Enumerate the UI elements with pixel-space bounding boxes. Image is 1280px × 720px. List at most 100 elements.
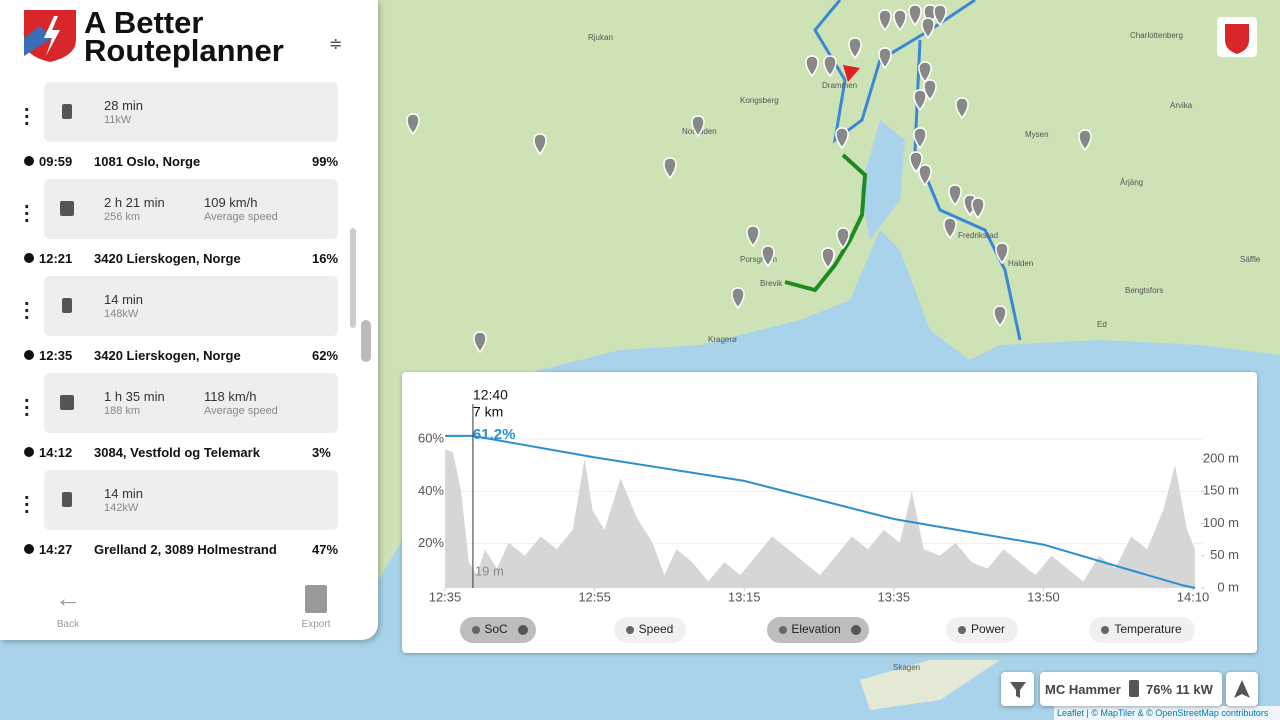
duration: 14 min	[104, 292, 144, 307]
map-car	[843, 65, 860, 82]
charger-pin	[955, 97, 969, 120]
collapse-icon[interactable]: ≑	[329, 36, 343, 53]
charger-pin	[823, 55, 837, 78]
place: Porsgrunn	[740, 255, 777, 264]
legend-bg	[614, 617, 686, 643]
charger-pin	[918, 164, 932, 187]
stop-row: 14:27 Grelland 2, 3089 Holmestrand 47%	[0, 532, 350, 567]
charger-pin	[933, 4, 947, 27]
charger-pin	[691, 115, 705, 138]
charge-card: ... 14 min 148kW	[24, 276, 338, 336]
charger-pin	[1078, 129, 1092, 152]
x-tick-label: 13:50	[1027, 589, 1060, 604]
battery-icon	[1129, 680, 1139, 697]
charger-pin	[993, 305, 1007, 328]
place: Kragerø	[708, 335, 737, 344]
y2-tick-label: 100 m	[1203, 515, 1239, 530]
legend-button[interactable]: Temperature	[1089, 617, 1195, 643]
filter-button[interactable]	[1001, 672, 1034, 706]
legend-button[interactable]: Elevation	[767, 617, 869, 643]
charger-pin	[746, 225, 760, 248]
export-button[interactable]: Export	[288, 585, 344, 630]
distance: 188 km	[104, 405, 141, 417]
charger-pin	[909, 151, 923, 174]
charge-card: ... 28 min 11kW	[24, 82, 338, 142]
logo-icon	[24, 10, 76, 62]
charger-pin	[921, 17, 935, 40]
menu-dots: ...	[24, 191, 30, 227]
legend-button[interactable]: Speed	[614, 617, 686, 643]
clock-icon	[24, 447, 34, 457]
map-land	[860, 660, 1000, 710]
legend-label: Temperature	[1114, 622, 1182, 636]
stop-row: 09:59 1081 Oslo, Norge 99%	[0, 144, 350, 179]
vehicle-box[interactable]: MC Hammer 76% 11 kW	[1040, 672, 1222, 706]
attribution-bg	[1054, 706, 1280, 720]
legend-label: SoC	[484, 622, 508, 636]
legend-icon	[958, 626, 966, 634]
place: Bengtsfors	[1125, 286, 1163, 295]
legend-bg	[460, 617, 536, 643]
place: Charlottenberg	[1130, 31, 1183, 40]
drive-card: ... 2 h 21 min 256 km 109 km/h Average speed	[24, 179, 338, 239]
cursor-distance: 7 km	[473, 404, 503, 420]
legend-icon	[779, 626, 787, 634]
stop-time: 14:12	[39, 445, 73, 460]
chart-panel: 20% 40% 60% 0 m 50 m 100 m 150 m 200 m 12:35 12:5…	[402, 372, 1257, 653]
legend-button[interactable]: Power	[946, 617, 1018, 643]
place: Ed	[1097, 320, 1107, 329]
duration: 1 h 35 min	[104, 389, 165, 404]
stop-row: 14:12 3084, Vestfold og Telemark 3%	[0, 435, 350, 470]
charge-icon	[62, 298, 72, 313]
charger-pin	[995, 242, 1009, 265]
charger-pin	[848, 37, 862, 60]
logo-text: Routeplanner	[84, 33, 284, 68]
back-label: Back	[56, 619, 80, 630]
place: Brevik	[760, 279, 783, 288]
stop-soc: 99%	[312, 154, 339, 169]
menu-dots: ...	[24, 288, 30, 324]
navigate-button[interactable]	[1226, 672, 1258, 706]
export-label: Export	[301, 619, 331, 630]
stop-place: 3420 Lierskogen, Norge	[94, 348, 241, 363]
avg-speed: 109 km/h	[204, 195, 258, 210]
stop-soc: 16%	[312, 251, 339, 266]
chart: 20% 40% 60% 0 m 50 m 100 m 150 m 200 m 12:35 12:5…	[418, 387, 1239, 643]
stop-row: 12:35 3420 Lierskogen, Norge 62%	[0, 338, 350, 373]
route-list: ... 28 min 11kW 09:59 1081 Oslo, Norge 99%...…	[0, 82, 350, 567]
place: Fredrikstad	[958, 231, 998, 240]
scroll-thumb[interactable]	[361, 320, 371, 362]
x-tick-label: 13:35	[878, 589, 911, 604]
attribution: Leaflet | © MapTiler & © OpenStreetMap c…	[1057, 708, 1269, 718]
stop-place: 3420 Lierskogen, Norge	[94, 251, 241, 266]
charger-pin	[533, 133, 547, 156]
stop-place: 1081 Oslo, Norge	[94, 154, 201, 169]
clock-icon	[24, 253, 34, 263]
scrollbar	[350, 228, 356, 328]
clock-icon	[24, 156, 34, 166]
legend-remove	[851, 625, 861, 635]
legend-bg	[767, 617, 869, 643]
legend-button[interactable]: SoC	[460, 617, 536, 643]
charge-card: ... 14 min 142kW	[24, 470, 338, 530]
menu-dots: ...	[24, 94, 30, 130]
stop-soc: 62%	[312, 348, 339, 363]
duration: 28 min	[104, 98, 144, 113]
place: Säffle	[1240, 255, 1261, 264]
y2-tick-label: 200 m	[1203, 450, 1239, 465]
charger-pin	[821, 247, 835, 270]
stop-time: 12:35	[39, 348, 73, 363]
abrp-icon	[1225, 24, 1249, 54]
stop-place: Grelland 2, 3089 Holmestrand	[94, 542, 277, 557]
charger-pin	[835, 127, 849, 150]
y2-tick-label: 0 m	[1217, 579, 1239, 594]
cursor-soc: 61.2%	[473, 426, 516, 443]
logo-text: A Better	[84, 5, 204, 40]
back-button[interactable]: ← Back	[40, 585, 96, 630]
charger-pin	[943, 217, 957, 240]
legend-bg	[946, 617, 1018, 643]
charger-pin	[913, 127, 927, 150]
charger-pin	[893, 9, 907, 32]
charge-icon	[62, 492, 72, 507]
